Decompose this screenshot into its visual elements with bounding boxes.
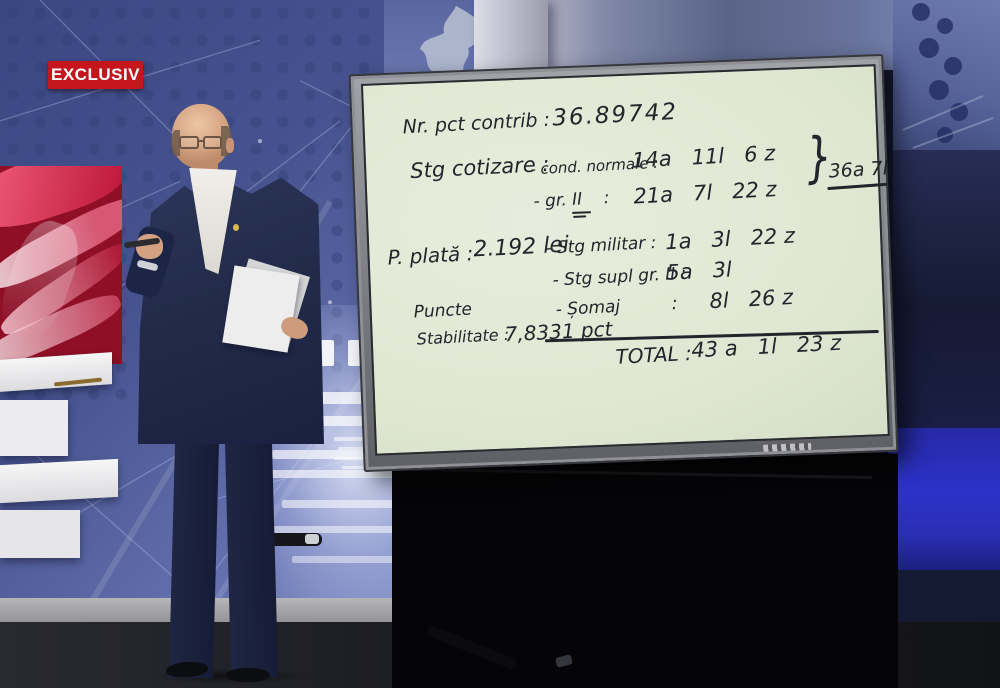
- shelf-slab: [0, 400, 68, 456]
- studio-wall-right: [893, 0, 1000, 152]
- hw-cond-normale-value: 14a 11l 6 z: [631, 141, 776, 173]
- hw-cotizare-label: Stg cotizare :: [409, 151, 550, 184]
- data-bar: [272, 450, 422, 459]
- subtotal-underline: [827, 182, 888, 190]
- studio-wall-dark: [893, 150, 1000, 436]
- data-bar: [262, 526, 422, 533]
- hw-stabilitate-label: Stabilitate :: [416, 324, 510, 349]
- hw-contrib-value: 36.89742: [551, 98, 679, 132]
- hw-total-label: TOTAL :: [614, 340, 693, 369]
- hw-militar-label: - Stg militar :: [544, 232, 657, 259]
- shelf-slab: [0, 510, 80, 558]
- exclusiv-badge: EXCLUSIV: [48, 61, 143, 89]
- hw-contrib-label: Nr. pct contrib :: [402, 108, 551, 139]
- hw-somaj-colon: :: [671, 292, 679, 315]
- hw-supl-value: 5a 3l: [665, 257, 733, 285]
- interactive-whiteboard: Nr. pct contrib : 36.89742 Stg cotizare …: [348, 53, 899, 473]
- data-bar: [260, 416, 430, 426]
- marker-cap: [305, 534, 319, 544]
- data-block: [252, 340, 288, 366]
- stand-edge-highlight: [412, 467, 872, 480]
- hw-plata-label: P. plată :: [386, 241, 474, 270]
- whiteboard-surface: Nr. pct contrib : 36.89742 Stg cotizare …: [360, 64, 890, 456]
- red-side-screen: [0, 166, 122, 364]
- dot-cascade-graphic: [902, 3, 994, 149]
- shelf-slab: [0, 458, 118, 504]
- hw-militar-value: 1a 3l 22 z: [664, 223, 796, 255]
- data-bar: [252, 470, 432, 478]
- studio-shelves: [0, 352, 130, 572]
- data-bar: [282, 500, 422, 508]
- hw-total-value: 43 a 1l 23 z: [690, 330, 842, 363]
- hw-puncte-label: Puncte: [413, 299, 473, 323]
- exclusiv-badge-label: EXCLUSIV: [50, 65, 141, 84]
- gr2-underline-2: [573, 215, 587, 218]
- studio-pillar: [474, 0, 548, 70]
- hw-gr2-value: 21a 7l 22 z: [632, 177, 778, 209]
- hw-gr2-label: - gr. II :: [533, 187, 610, 212]
- data-bar: [292, 556, 422, 563]
- board-brand-logo: [763, 442, 812, 452]
- led-glow-panel: [888, 428, 1000, 570]
- data-block: [298, 340, 334, 366]
- hw-somaj-value: 8l 26 z: [708, 284, 794, 314]
- gr2-underline: [572, 211, 592, 214]
- hw-subtotal-value: 36a 7l: [828, 157, 889, 183]
